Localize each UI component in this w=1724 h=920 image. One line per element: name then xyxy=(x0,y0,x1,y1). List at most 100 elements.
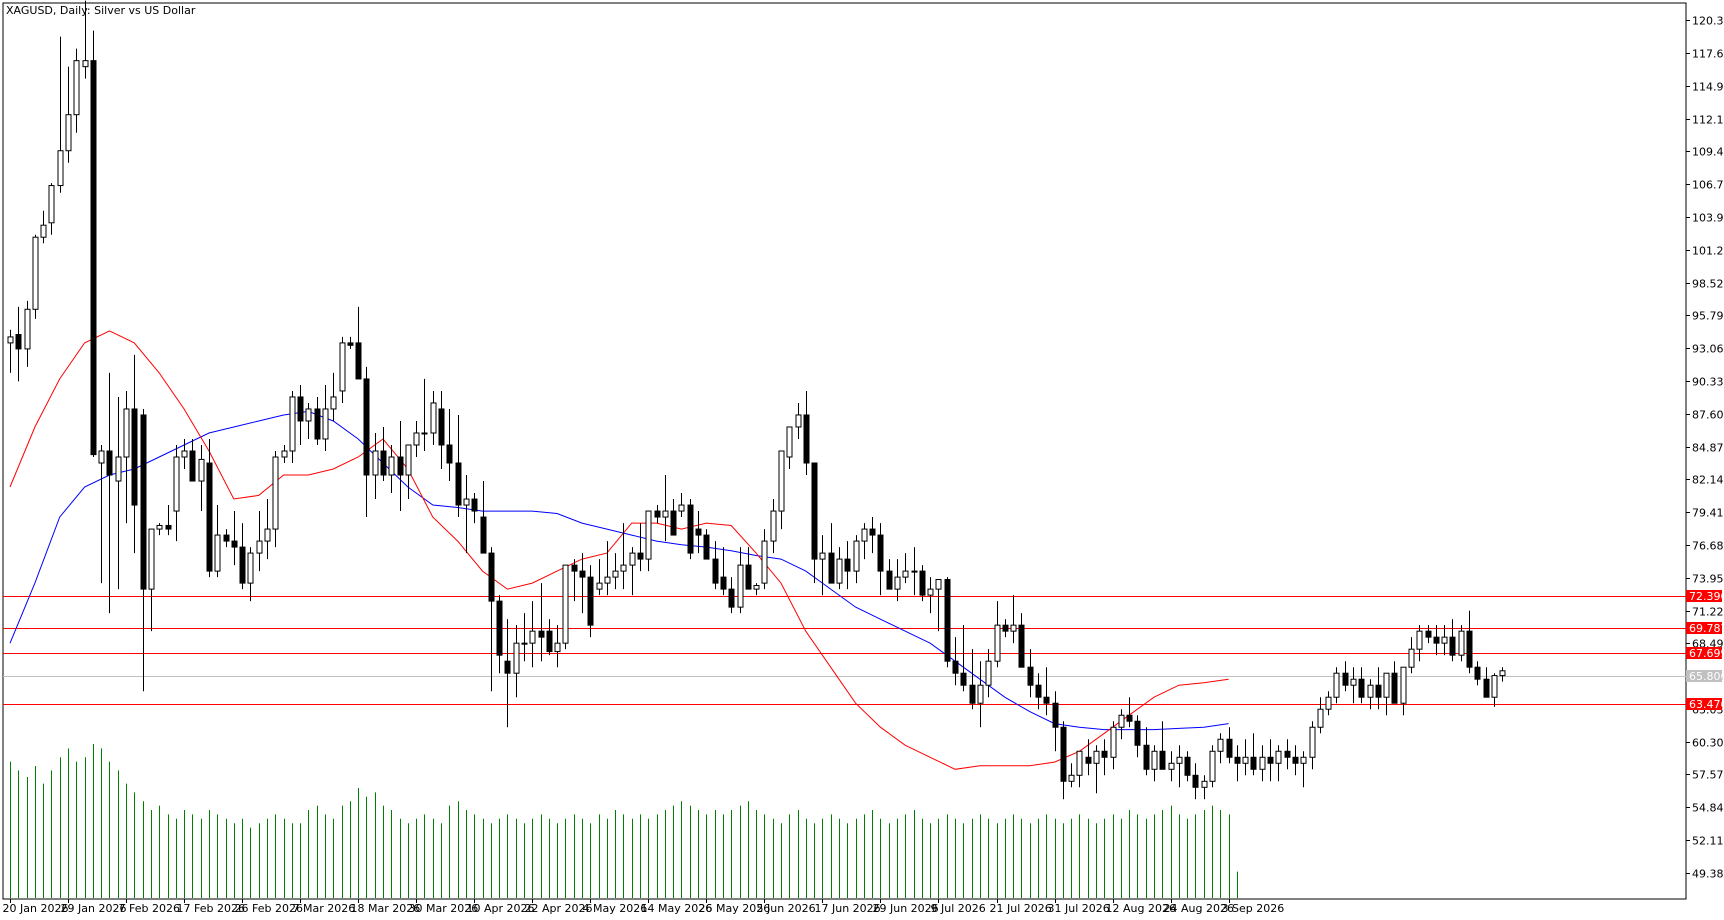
candle[interactable] xyxy=(1134,715,1141,758)
candle[interactable] xyxy=(1101,739,1108,776)
candle[interactable] xyxy=(1068,763,1075,788)
candle[interactable] xyxy=(1391,661,1398,704)
candle[interactable] xyxy=(1383,672,1390,716)
candle[interactable] xyxy=(15,306,22,382)
candle[interactable] xyxy=(985,649,992,698)
candle[interactable] xyxy=(960,625,967,692)
candle[interactable] xyxy=(198,444,205,512)
candle[interactable] xyxy=(828,523,835,584)
candle[interactable] xyxy=(32,234,39,319)
candle[interactable] xyxy=(65,66,72,163)
candle[interactable] xyxy=(1209,745,1216,788)
candle[interactable] xyxy=(678,493,685,518)
candle[interactable] xyxy=(297,384,304,445)
candle[interactable] xyxy=(496,595,503,674)
candle[interactable] xyxy=(504,619,511,728)
candle[interactable] xyxy=(1226,727,1233,764)
candle[interactable] xyxy=(90,30,97,458)
candle[interactable] xyxy=(73,48,80,133)
candle[interactable] xyxy=(1458,625,1465,662)
candle[interactable] xyxy=(1168,751,1175,782)
candle[interactable] xyxy=(140,408,147,692)
candle[interactable] xyxy=(919,565,926,602)
candle[interactable] xyxy=(645,510,652,572)
candle[interactable] xyxy=(430,390,437,445)
candle[interactable] xyxy=(521,613,528,662)
candle[interactable] xyxy=(1433,625,1440,656)
candle[interactable] xyxy=(264,499,271,560)
candle[interactable] xyxy=(1060,721,1067,800)
candle[interactable] xyxy=(231,511,238,566)
candle[interactable] xyxy=(106,372,113,614)
candle[interactable] xyxy=(40,210,47,244)
candle[interactable] xyxy=(1234,745,1241,782)
candle[interactable] xyxy=(1035,673,1042,710)
candle[interactable] xyxy=(305,402,312,439)
candle[interactable] xyxy=(977,661,984,728)
candle[interactable] xyxy=(123,390,130,524)
candle[interactable] xyxy=(803,390,810,476)
candle[interactable] xyxy=(1309,721,1316,770)
candle[interactable] xyxy=(1002,619,1009,638)
candle[interactable] xyxy=(927,577,934,614)
candle[interactable] xyxy=(1483,667,1490,698)
candle[interactable] xyxy=(836,547,843,590)
candle[interactable] xyxy=(156,523,163,536)
candle[interactable] xyxy=(728,577,735,614)
candle[interactable] xyxy=(969,649,976,710)
candle[interactable] xyxy=(1408,637,1415,674)
candle[interactable] xyxy=(1317,697,1324,734)
candle[interactable] xyxy=(1367,679,1374,710)
candle[interactable] xyxy=(1425,625,1432,644)
candle[interactable] xyxy=(1267,739,1274,782)
candle[interactable] xyxy=(513,625,520,698)
candle[interactable] xyxy=(388,444,395,494)
candle[interactable] xyxy=(214,505,221,578)
candle[interactable] xyxy=(181,438,188,470)
candle[interactable] xyxy=(1292,745,1299,776)
candle[interactable] xyxy=(811,462,818,584)
candle[interactable] xyxy=(239,523,246,590)
candle[interactable] xyxy=(289,390,296,464)
candle[interactable] xyxy=(1300,751,1307,788)
candle[interactable] xyxy=(1043,667,1050,716)
candle[interactable] xyxy=(1018,613,1025,668)
candle[interactable] xyxy=(7,329,14,373)
candle[interactable] xyxy=(1176,745,1183,788)
candle[interactable] xyxy=(1143,727,1150,776)
candle[interactable] xyxy=(629,547,636,596)
candle[interactable] xyxy=(24,300,31,367)
candle[interactable] xyxy=(247,547,254,602)
candle[interactable] xyxy=(712,541,719,590)
candle[interactable] xyxy=(695,511,702,554)
candle[interactable] xyxy=(562,564,569,650)
candle[interactable] xyxy=(1076,750,1083,788)
candle[interactable] xyxy=(1499,667,1506,682)
candle[interactable] xyxy=(687,499,694,560)
candle[interactable] xyxy=(148,528,155,632)
candle[interactable] xyxy=(952,637,959,686)
candle[interactable] xyxy=(902,553,909,584)
candle[interactable] xyxy=(488,547,495,692)
candle[interactable] xyxy=(363,366,370,518)
candle[interactable] xyxy=(1284,739,1291,770)
candle[interactable] xyxy=(380,426,387,482)
candle[interactable] xyxy=(438,390,445,470)
candle[interactable] xyxy=(1474,661,1481,686)
candle[interactable] xyxy=(173,444,180,542)
candle[interactable] xyxy=(579,553,586,614)
candle[interactable] xyxy=(1126,697,1133,728)
candle[interactable] xyxy=(463,475,470,554)
candle[interactable] xyxy=(1350,667,1357,704)
candle[interactable] xyxy=(894,559,901,602)
candle[interactable] xyxy=(770,499,777,554)
candle[interactable] xyxy=(322,384,329,451)
candle[interactable] xyxy=(330,372,337,421)
candle[interactable] xyxy=(861,523,868,560)
candle[interactable] xyxy=(281,444,288,464)
candle[interactable] xyxy=(1151,745,1158,782)
candle[interactable] xyxy=(654,505,661,524)
candles-layer[interactable] xyxy=(7,0,1506,800)
candle[interactable] xyxy=(1325,691,1332,716)
candle[interactable] xyxy=(1093,745,1100,794)
